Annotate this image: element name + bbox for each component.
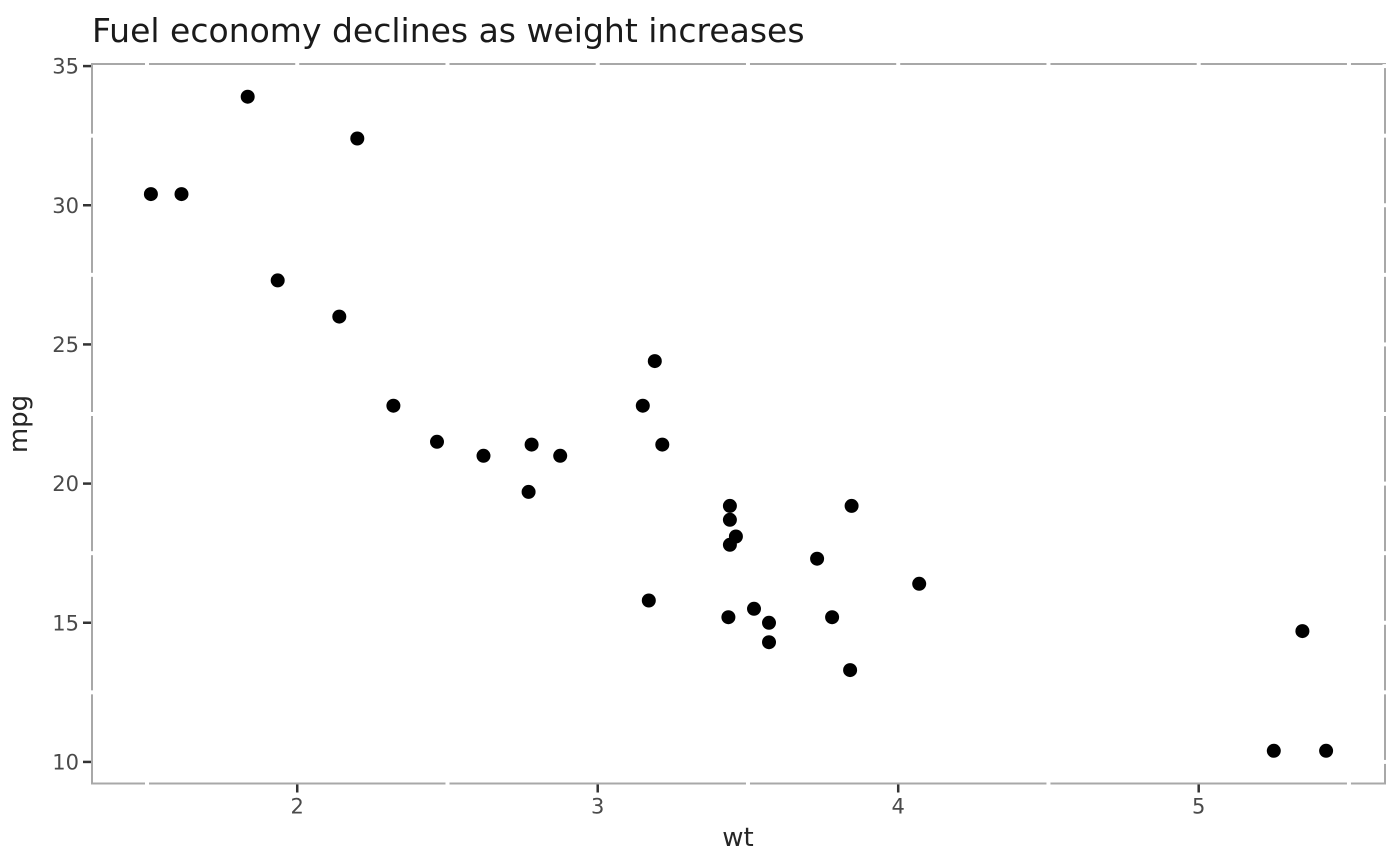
data-point (762, 615, 776, 630)
data-point (430, 434, 444, 449)
data-point (521, 484, 536, 499)
major-tick-marks (83, 64, 1200, 793)
x-axis-title: wt (722, 823, 753, 853)
data-point (476, 448, 491, 463)
data-points (143, 89, 1334, 758)
data-point (844, 498, 859, 513)
data-point (747, 601, 761, 616)
data-point (1319, 743, 1334, 758)
y-tick-label: 15 (52, 611, 79, 635)
x-tick-label: 5 (1192, 795, 1205, 819)
data-point (635, 398, 650, 413)
plot-title: Fuel economy declines as weight increase… (92, 11, 805, 50)
data-point (332, 309, 347, 324)
y-axis-title: mpg (4, 395, 34, 453)
x-tick-label: 4 (892, 795, 905, 819)
data-point (641, 593, 656, 608)
data-point (810, 551, 825, 566)
y-tick-label: 10 (52, 750, 79, 774)
y-tick-label: 30 (52, 194, 79, 218)
x-axis-tick-labels: 2 3 4 5 (291, 795, 1206, 819)
data-point (350, 131, 365, 146)
data-point (270, 273, 285, 288)
x-tick-label: 3 (591, 795, 604, 819)
data-point (722, 512, 737, 527)
data-point (721, 610, 736, 625)
data-point (174, 187, 189, 202)
data-point (655, 437, 670, 452)
minor-tick-gaps (89, 61, 1388, 786)
data-point (1266, 743, 1281, 758)
data-point (912, 576, 927, 591)
data-point (240, 89, 255, 104)
panel-border (91, 63, 1386, 785)
data-point (143, 187, 158, 202)
panel-border-rect (91, 63, 1386, 785)
y-tick-label: 35 (52, 55, 79, 79)
data-point (386, 398, 401, 413)
data-point (843, 663, 858, 678)
data-point (762, 635, 776, 650)
data-point (647, 354, 662, 369)
data-point (825, 610, 840, 625)
y-tick-label: 25 (52, 333, 79, 357)
y-axis-tick-labels: 10 15 20 25 30 35 (52, 55, 79, 775)
x-tick-label: 2 (291, 795, 304, 819)
data-point (1295, 624, 1310, 639)
data-point (722, 537, 737, 552)
data-point (722, 498, 737, 513)
y-tick-label: 20 (52, 472, 79, 496)
data-point (553, 448, 568, 463)
data-point (524, 437, 539, 452)
